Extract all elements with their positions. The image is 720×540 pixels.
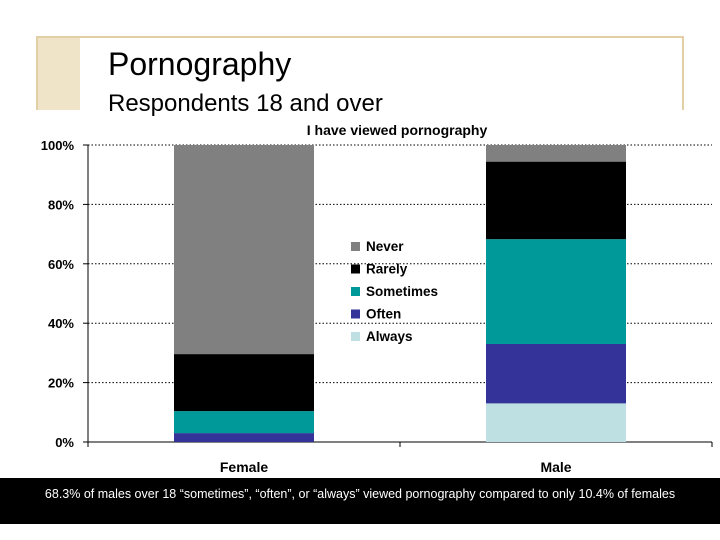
bar-segment-male-sometimes <box>486 239 626 344</box>
legend-swatch <box>351 309 360 319</box>
caption-box: 68.3% of males over 18 “sometimes”, “oft… <box>0 478 720 524</box>
bar-segment-male-often <box>486 343 626 404</box>
legend-label: Never <box>366 239 404 254</box>
legend-label: Sometimes <box>366 284 438 299</box>
legend-label: Always <box>366 329 413 344</box>
y-tick-label: 80% <box>48 197 74 212</box>
x-tick-label: Female <box>220 459 268 475</box>
slide-frame-accent <box>36 36 80 110</box>
bar-segment-male-always <box>486 403 626 442</box>
bar-segment-female-rarely <box>174 354 314 412</box>
chart-title: I have viewed pornography <box>307 122 488 138</box>
slide-subtitle: Respondents 18 and over <box>108 90 383 117</box>
y-tick-label: 40% <box>48 316 74 331</box>
y-tick-label: 100% <box>41 138 75 153</box>
y-tick-label: 60% <box>48 257 74 272</box>
legend-label: Rarely <box>366 262 408 277</box>
bar-segment-male-never <box>486 145 626 162</box>
legend-label: Often <box>366 307 401 322</box>
x-tick-label: Male <box>540 459 571 475</box>
legend-swatch <box>351 332 360 341</box>
legend-swatch <box>351 242 360 251</box>
bar-segment-female-sometimes <box>174 411 314 434</box>
slide-frame <box>36 36 684 110</box>
y-tick-label: 0% <box>55 435 74 450</box>
bar-segment-male-rarely <box>486 161 626 240</box>
legend-swatch <box>351 264 360 274</box>
caption-text: 68.3% of males over 18 “sometimes”, “oft… <box>44 487 676 501</box>
stacked-bar-chart: 0% 20% 40% 60% 80% 100% Female Male I have viewe… <box>41 122 713 475</box>
slide-title: Pornography <box>108 46 292 82</box>
bar-segment-female-never <box>174 145 314 355</box>
bar-segment-female-often <box>174 433 314 442</box>
y-tick-label: 20% <box>48 376 74 391</box>
legend-swatch <box>351 287 360 296</box>
